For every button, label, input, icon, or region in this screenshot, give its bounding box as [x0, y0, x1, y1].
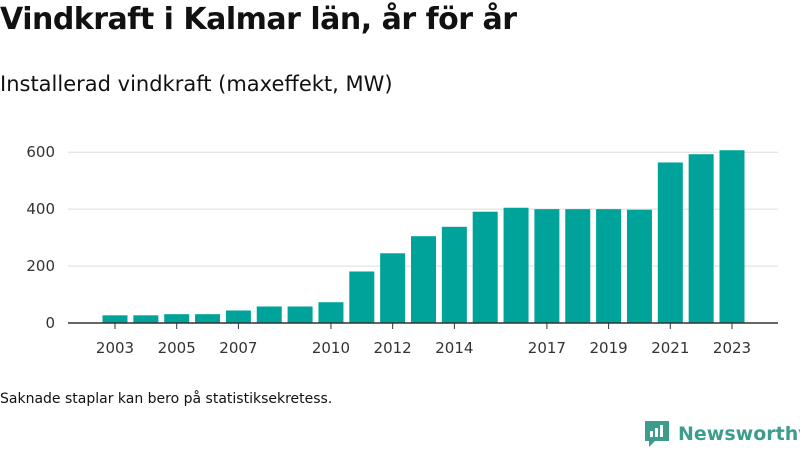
- brand-logo: Newsworthy: [644, 420, 800, 448]
- bar-2010: [318, 302, 344, 323]
- y-tick-label: 600: [26, 143, 55, 161]
- bar-2005: [164, 314, 190, 323]
- bar-2021: [657, 162, 683, 323]
- bar-2017: [534, 209, 560, 323]
- bar-2016: [503, 207, 529, 323]
- x-tick-label: 2003: [96, 339, 134, 357]
- bar-2013: [411, 236, 436, 323]
- bar-2018: [565, 209, 591, 323]
- bar-2022: [688, 154, 714, 323]
- bar-2014: [441, 226, 467, 323]
- bar-2011: [349, 271, 375, 323]
- bar-2012: [380, 253, 406, 323]
- chart-subtitle: Installerad vindkraft (maxeffekt, MW): [0, 72, 393, 96]
- bar-2006: [195, 314, 221, 323]
- bar-2009: [287, 306, 313, 323]
- x-tick-label: 2021: [651, 339, 689, 357]
- chart-title: Vindkraft i Kalmar län, år för år: [0, 2, 517, 37]
- x-tick-label: 2012: [374, 339, 412, 357]
- bar-2019: [596, 209, 622, 323]
- y-tick-label: 0: [45, 314, 55, 332]
- bar-2003: [102, 315, 128, 323]
- x-tick-label: 2023: [713, 339, 751, 357]
- bar-2008: [256, 306, 282, 323]
- bar-2015: [472, 211, 498, 323]
- bar-2020: [626, 209, 652, 323]
- bar-2023: [719, 150, 745, 323]
- y-axis-labels: 0 200 400 600: [26, 143, 55, 332]
- x-tick-label: 2007: [219, 339, 257, 357]
- footnote: Saknade staplar kan bero på statistiksek…: [0, 391, 333, 407]
- x-tick-label: 2017: [528, 339, 566, 357]
- newsworthy-logo-icon: [645, 421, 669, 447]
- bar-2004: [133, 315, 159, 323]
- brand-name: Newsworthy: [678, 423, 800, 445]
- y-tick-label: 200: [26, 257, 55, 275]
- y-tick-label: 400: [26, 200, 55, 218]
- bar-2007: [225, 310, 251, 323]
- x-axis-ticks: 2003 2005 2007 2010 2012 2014 2017 2019 2021 2023: [96, 323, 751, 357]
- x-tick-label: 2019: [590, 339, 628, 357]
- x-tick-label: 2010: [312, 339, 350, 357]
- x-tick-label: 2014: [435, 339, 473, 357]
- x-tick-label: 2005: [158, 339, 196, 357]
- bars: [102, 150, 745, 323]
